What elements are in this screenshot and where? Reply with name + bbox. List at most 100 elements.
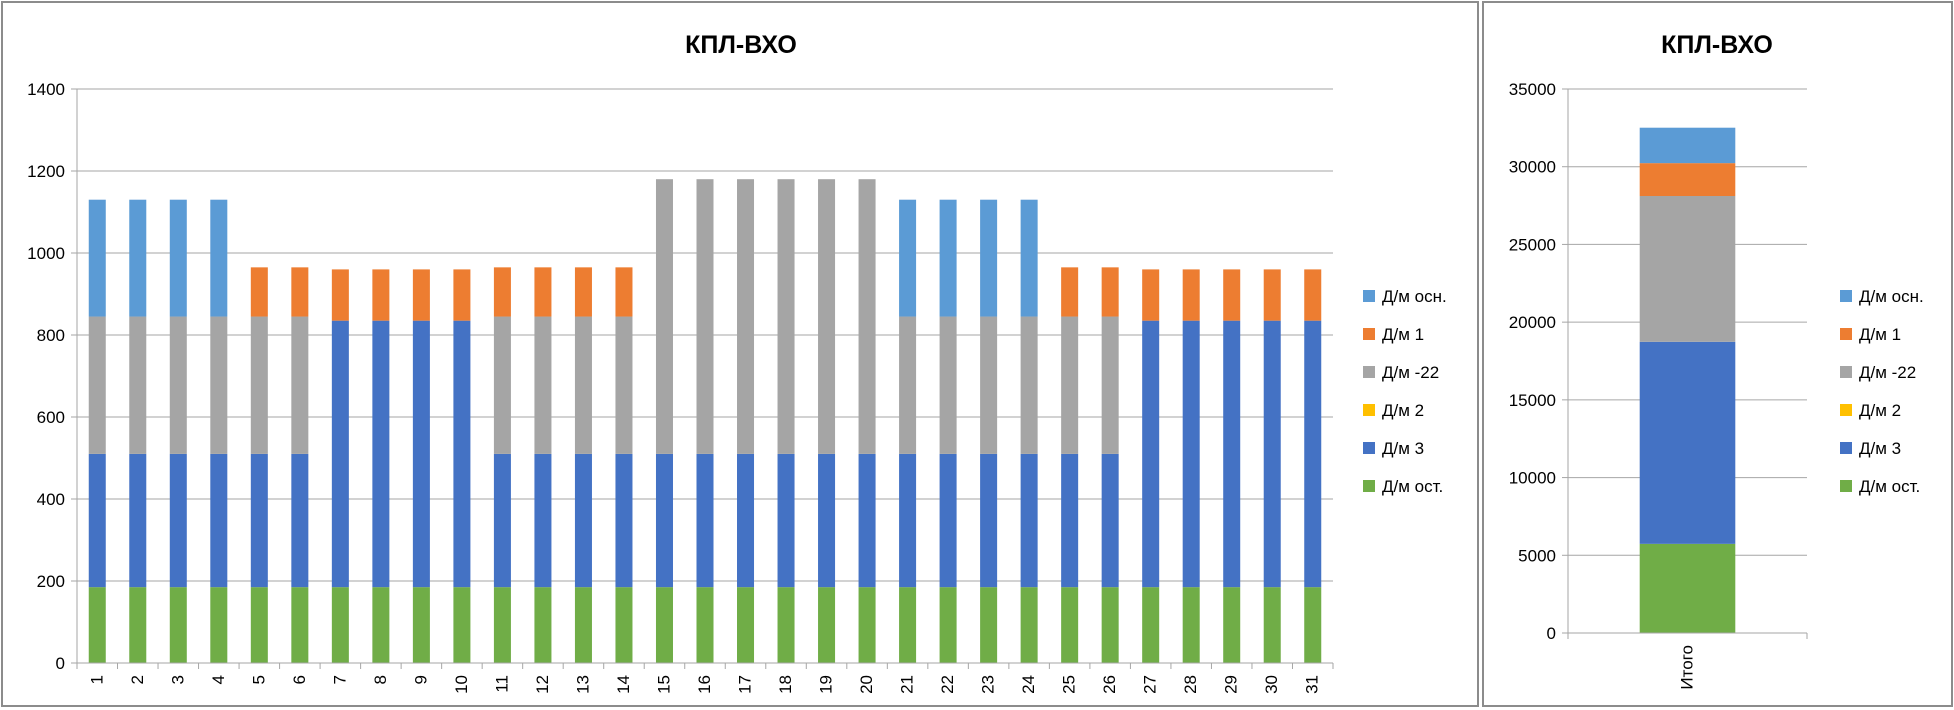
bar-segment <box>88 587 106 663</box>
bar-segment <box>1101 316 1119 454</box>
x-tick-label: 19 <box>817 675 836 694</box>
bar-segment <box>899 199 917 317</box>
bar-segment <box>1639 543 1736 633</box>
legend-label: Д/м осн. <box>1859 287 1924 306</box>
bar-segment <box>1182 320 1200 588</box>
bar-segment <box>615 316 633 454</box>
bar-segment <box>453 269 471 321</box>
y-tick-label: 25000 <box>1509 235 1556 254</box>
bar-segment <box>1223 587 1241 663</box>
x-tick-label: 12 <box>533 675 552 694</box>
bar-segment <box>493 267 511 317</box>
x-tick-label: 31 <box>1303 675 1322 694</box>
y-tick-label: 1000 <box>27 244 65 263</box>
bar-segment <box>129 199 147 317</box>
bar-segment <box>1020 316 1038 454</box>
bar-segment <box>250 587 268 663</box>
bar-segment <box>858 587 876 663</box>
bar-segment <box>1263 320 1281 588</box>
y-tick-label: 0 <box>1547 624 1556 643</box>
bar-segment <box>980 587 998 663</box>
bar-segment <box>412 320 430 588</box>
bar-segment <box>169 316 187 454</box>
bar-segment <box>291 267 309 317</box>
bar-segment <box>615 587 633 663</box>
bar-segment <box>1061 267 1079 317</box>
legend-swatch <box>1363 290 1375 302</box>
bar-segment <box>88 316 106 454</box>
bar-segment <box>777 453 795 588</box>
bar-segment <box>1639 127 1736 164</box>
bar-segment <box>1182 269 1200 321</box>
legend-swatch <box>1840 442 1852 454</box>
bar-segment <box>1304 587 1322 663</box>
bar-segment <box>777 179 795 454</box>
bar-segment <box>250 267 268 317</box>
bar-segment <box>534 453 552 588</box>
legend-swatch <box>1840 328 1852 340</box>
bar-segment <box>210 453 228 588</box>
legend-swatch <box>1840 480 1852 492</box>
bar-segment <box>210 587 228 663</box>
x-tick-label: 6 <box>290 675 309 684</box>
bar-segment <box>737 587 755 663</box>
bar-segment <box>493 453 511 588</box>
bar-segment <box>88 199 106 317</box>
bar-segment <box>331 320 349 588</box>
bar-segment <box>899 587 917 663</box>
x-tick-label: Итого <box>1678 645 1697 690</box>
bar-segment <box>818 179 836 454</box>
bar-segment <box>939 316 957 454</box>
bar-segment <box>210 316 228 454</box>
x-tick-label: 17 <box>736 675 755 694</box>
y-tick-label: 5000 <box>1518 546 1556 565</box>
bar-segment <box>1142 269 1160 321</box>
bar-segment <box>655 587 673 663</box>
x-tick-label: 26 <box>1100 675 1119 694</box>
bar-segment <box>169 453 187 588</box>
bar-segment <box>655 453 673 588</box>
bar-segment <box>493 587 511 663</box>
bar-segment <box>737 453 755 588</box>
bar-segment <box>1142 320 1160 588</box>
bar-segment <box>1061 587 1079 663</box>
chart-title: КПЛ-ВХО <box>1661 31 1773 59</box>
bar-segment <box>696 453 714 588</box>
bar-segment <box>129 587 147 663</box>
bar-segment <box>1061 316 1079 454</box>
bar-segment <box>1142 587 1160 663</box>
bar-segment <box>250 453 268 588</box>
legend-label: Д/м 1 <box>1382 325 1424 344</box>
x-tick-label: 13 <box>573 675 592 694</box>
bar-segment <box>534 587 552 663</box>
bar-segment <box>858 453 876 588</box>
x-tick-label: 24 <box>1019 675 1038 694</box>
x-tick-label: 30 <box>1262 675 1281 694</box>
bar-segment <box>1639 341 1736 544</box>
bar-segment <box>655 179 673 454</box>
bar-segment <box>980 316 998 454</box>
x-tick-label: 21 <box>898 675 917 694</box>
bar-segment <box>1020 453 1038 588</box>
x-tick-label: 10 <box>452 675 471 694</box>
bar-segment <box>169 199 187 317</box>
bar-segment <box>899 453 917 588</box>
y-tick-label: 20000 <box>1509 313 1556 332</box>
legend-swatch <box>1840 366 1852 378</box>
bar-segment <box>412 269 430 321</box>
bar-segment <box>412 587 430 663</box>
legend-label: Д/м ост. <box>1382 477 1443 496</box>
bar-segment <box>1263 587 1281 663</box>
daily-chart-panel: КПЛ-ВХО 0 200 400 600 800 1000 1200 1400 1 2 3 4 5 6 7 8… <box>1 1 1479 707</box>
bar-segment <box>696 179 714 454</box>
x-tick-label: 25 <box>1060 675 1079 694</box>
bar-segment <box>696 587 714 663</box>
total-chart-panel: КПЛ-ВХО 0 5000 10000 15000 20000 25000 30000 350… <box>1482 1 1953 707</box>
bar-segment <box>331 587 349 663</box>
bar-segment <box>210 199 228 317</box>
bar-segment <box>1639 163 1736 197</box>
legend-label: Д/м 2 <box>1382 401 1424 420</box>
bar-segment <box>858 179 876 454</box>
x-tick-label: 3 <box>168 675 187 684</box>
